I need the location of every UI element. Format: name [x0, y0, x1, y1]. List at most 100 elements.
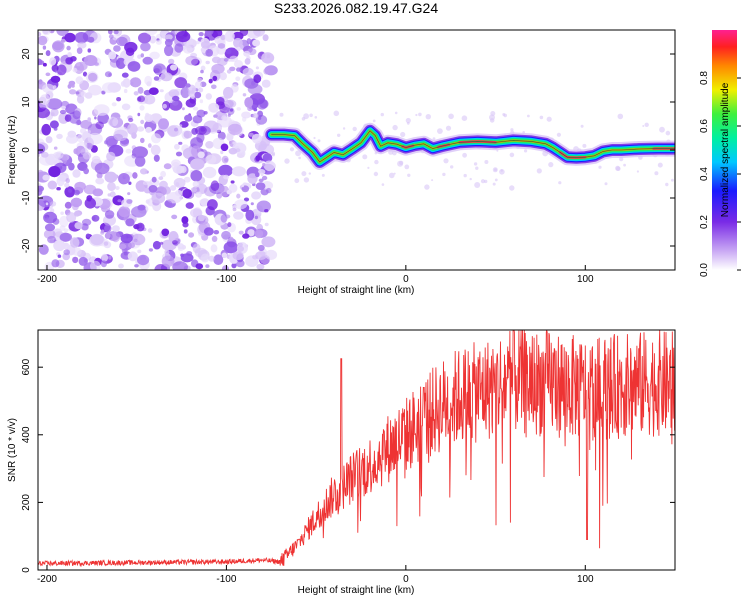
faint-noise-dot	[373, 171, 379, 177]
faint-noise-dot	[445, 125, 452, 131]
faint-noise-dot	[489, 114, 495, 121]
snr-panel: -200 -100 0 100 0 200 400 600 Height of straig…	[7, 329, 676, 596]
noise-blob	[101, 253, 109, 262]
noise-blob	[59, 215, 69, 228]
faint-noise-dot	[556, 132, 562, 137]
noise-blob	[137, 86, 144, 94]
noise-blob	[233, 37, 243, 48]
noise-blob	[134, 264, 139, 268]
noise-blob	[213, 254, 224, 265]
noise-blob	[64, 182, 70, 188]
faint-noise-dot	[604, 182, 608, 186]
noise-blob	[164, 44, 174, 57]
noise-blob	[263, 68, 270, 75]
noise-blob	[148, 87, 159, 95]
faint-noise-dot	[317, 139, 321, 143]
noise-blob	[115, 57, 126, 69]
noise-blob	[59, 232, 73, 242]
noise-blob	[261, 79, 271, 88]
noise-blob	[45, 91, 54, 99]
noise-blob	[87, 132, 103, 145]
noise-blob	[200, 69, 204, 74]
noise-blob	[80, 148, 89, 156]
faint-noise-dot	[404, 164, 410, 170]
noise-blob	[190, 208, 203, 218]
noise-blob	[255, 66, 259, 70]
noise-blob	[159, 241, 164, 245]
noise-blob	[168, 58, 175, 65]
faint-noise-dot	[431, 179, 434, 182]
faint-noise-dot	[617, 113, 624, 120]
noise-blob	[140, 119, 145, 125]
noise-blob	[264, 222, 269, 227]
noise-blob	[103, 241, 109, 246]
noise-blob	[45, 202, 49, 206]
noise-blob	[200, 253, 210, 263]
noise-blob	[172, 240, 178, 245]
noise-blob	[261, 236, 276, 248]
noise-blob	[131, 206, 147, 218]
noise-blob	[227, 123, 243, 136]
noise-blob	[65, 57, 74, 65]
noise-blob	[128, 181, 132, 185]
faint-noise-dot	[548, 162, 554, 168]
noise-blob	[185, 55, 199, 66]
noise-blob	[264, 209, 269, 213]
faint-noise-dot	[619, 157, 624, 162]
faint-noise-dot	[394, 111, 398, 115]
noise-blob	[188, 232, 195, 238]
noise-blob	[180, 253, 185, 257]
noise-blob	[72, 110, 81, 120]
colorbar-gradient	[712, 30, 737, 270]
spectrogram-x-label: Height of straight line (km)	[298, 285, 415, 296]
noise-blob	[90, 260, 101, 270]
faint-noise-dot	[380, 112, 384, 117]
noise-blob	[198, 31, 204, 37]
noise-blob	[102, 82, 117, 93]
noise-blob	[252, 39, 261, 47]
noise-blob	[172, 261, 188, 270]
faint-noise-dot	[527, 114, 530, 118]
noise-blob	[151, 176, 157, 183]
noise-blob	[209, 36, 214, 41]
noise-blob	[143, 94, 156, 105]
noise-blob	[236, 67, 242, 72]
colorbar-tick-label: 0.8	[699, 71, 710, 85]
faint-noise-dot	[425, 114, 431, 120]
noise-blob	[208, 78, 213, 84]
noise-blob	[140, 168, 148, 175]
noise-blob	[67, 52, 72, 58]
faint-noise-dot	[303, 177, 310, 183]
noise-blob	[184, 83, 191, 88]
faint-noise-dot	[308, 172, 311, 175]
noise-blob	[60, 211, 64, 215]
noise-blob	[218, 164, 233, 177]
noise-blob	[64, 32, 76, 43]
noise-blob	[242, 233, 250, 239]
colorbar-label: Normalized spectral amplitude	[720, 82, 731, 217]
noise-blob	[45, 136, 53, 144]
noise-blob	[208, 255, 215, 262]
noise-blob	[126, 199, 133, 204]
faint-noise-dot	[654, 171, 659, 176]
noise-blob	[50, 201, 57, 207]
faint-noise-dot	[492, 182, 496, 186]
noise-blob	[78, 256, 88, 266]
noise-blob	[175, 151, 183, 157]
noise-blob	[117, 199, 122, 203]
faint-noise-dot	[367, 166, 370, 169]
noise-blob	[262, 34, 269, 42]
noise-blob	[172, 95, 180, 102]
noise-blob	[255, 114, 268, 125]
noise-blob	[234, 199, 248, 210]
spectrogram-x-tick-label: -200	[37, 274, 57, 285]
faint-noise-dot	[342, 127, 346, 130]
snr-y-ticks: 0 200 400 600	[21, 358, 675, 573]
noise-blob	[76, 95, 85, 104]
noise-blob	[168, 89, 180, 98]
faint-noise-dot	[671, 178, 674, 182]
noise-blob	[50, 112, 55, 117]
noise-blob	[164, 200, 173, 207]
noise-blob	[127, 251, 138, 262]
noise-blob	[130, 81, 134, 86]
